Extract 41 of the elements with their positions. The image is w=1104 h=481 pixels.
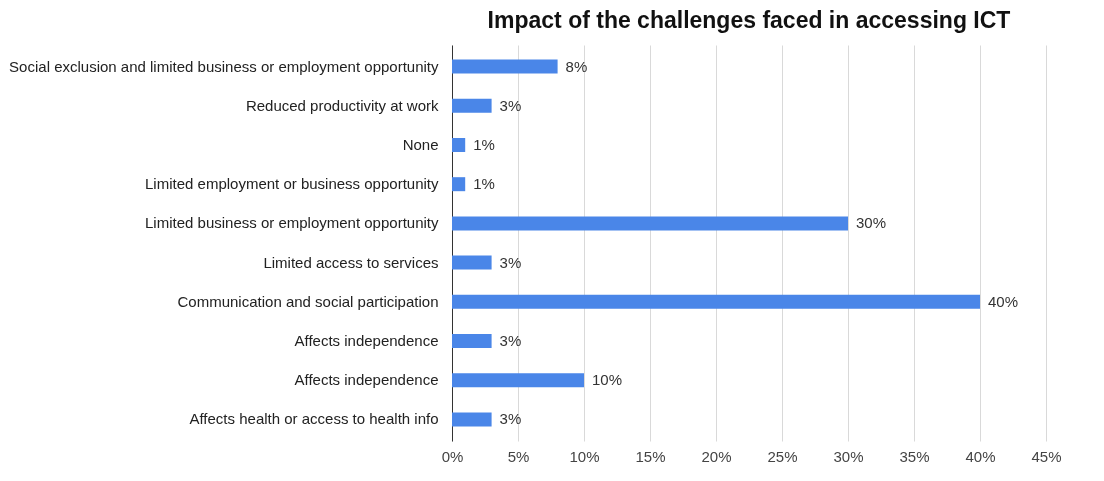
data-label: 40% <box>988 292 1019 310</box>
x-tick-label: 30% <box>833 447 864 465</box>
bar <box>452 255 492 270</box>
y-tick-label: Limited access to services <box>263 253 439 271</box>
bar <box>452 216 848 231</box>
data-label: 1% <box>473 135 495 153</box>
y-tick-label: Affects independence <box>294 332 439 350</box>
data-label: 3% <box>499 332 522 350</box>
data-label: 3% <box>499 96 522 114</box>
x-tick-label: 25% <box>767 447 798 465</box>
y-tick-label: Social exclusion and limited business or employment opportunity <box>9 57 439 75</box>
y-tick-label: Affects independence <box>294 371 439 389</box>
bar <box>452 177 466 192</box>
bar <box>452 294 980 309</box>
x-tick-label: 0% <box>441 447 464 465</box>
data-label: 3% <box>499 410 522 428</box>
data-label: 1% <box>473 175 495 193</box>
data-label: 30% <box>856 214 887 232</box>
data-label: 8% <box>565 57 588 75</box>
bar <box>452 373 584 388</box>
y-tick-label: None <box>402 135 439 153</box>
y-tick-label: Limited employment or business opportunity <box>145 175 439 193</box>
x-tick-label: 45% <box>1031 447 1062 465</box>
x-tick-label: 15% <box>635 447 666 465</box>
x-tick-label: 10% <box>569 447 600 465</box>
y-tick-label: Affects health or access to health info <box>189 410 439 428</box>
y-tick-label: Communication and social participation <box>177 292 439 310</box>
y-tick-label: Limited business or employment opportunity <box>145 214 439 232</box>
y-tick-label: Reduced productivity at work <box>245 96 439 114</box>
x-tick-label: 20% <box>701 447 732 465</box>
x-tick-label: 40% <box>965 447 996 465</box>
x-tick-label: 35% <box>899 447 930 465</box>
bar <box>452 59 558 74</box>
bar <box>452 412 492 427</box>
bar <box>452 98 492 113</box>
bar <box>452 334 492 349</box>
data-label: 10% <box>592 371 623 389</box>
chart-title: Impact of the challenges faced in accessing ICT <box>487 7 1011 33</box>
data-label: 3% <box>499 253 522 271</box>
x-tick-label: 5% <box>507 447 530 465</box>
bar <box>452 137 466 152</box>
